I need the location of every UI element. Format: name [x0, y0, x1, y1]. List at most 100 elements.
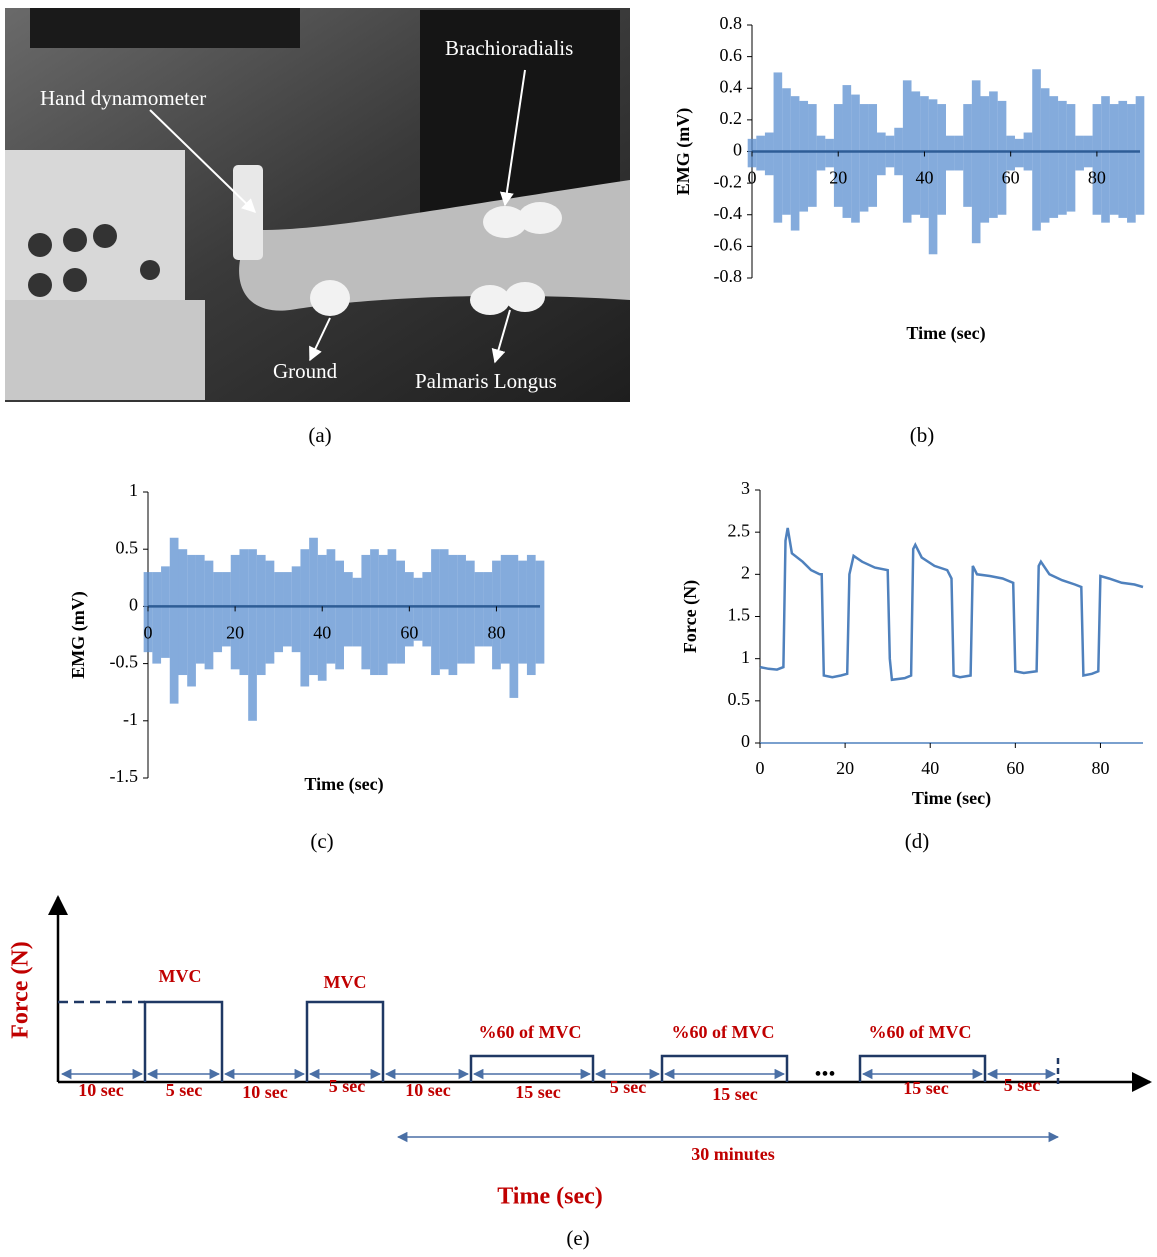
photo-label: Hand dynamometer — [40, 86, 206, 110]
emg-burst — [1066, 104, 1076, 212]
pulse-label: %60 of MVC — [479, 1022, 582, 1042]
emg-burst — [256, 554, 266, 676]
emg-burst — [283, 572, 292, 647]
caption: (e) — [566, 1226, 589, 1250]
x-tick-label: 20 — [226, 623, 244, 643]
ellipsis: ••• — [814, 1064, 835, 1086]
emg-burst — [1109, 104, 1119, 215]
interval-label: 10 sec — [405, 1080, 450, 1100]
y-tick-label: 0 — [129, 595, 138, 615]
emg-burst — [213, 572, 223, 653]
y-tick-label: -0.8 — [714, 266, 743, 286]
x-tick-label: 20 — [829, 168, 847, 188]
pulse-label: MVC — [324, 972, 367, 992]
emg-burst — [911, 91, 921, 215]
emg-burst — [756, 135, 765, 171]
y-axis-label: EMG (mV) — [673, 108, 694, 195]
y-tick-label: -0.2 — [714, 171, 743, 191]
emg-burst — [370, 549, 379, 676]
interval-label: 15 sec — [712, 1084, 757, 1104]
emg-burst — [989, 91, 998, 218]
emg-burst — [790, 96, 800, 231]
interval-label: 5 sec — [610, 1077, 646, 1097]
emg-burst — [195, 554, 205, 664]
emg-burst — [143, 572, 153, 653]
emg-burst — [799, 100, 809, 212]
emg-burst — [877, 132, 886, 176]
x-axis-label: Time (sec) — [304, 774, 383, 795]
x-tick-label: 0 — [748, 168, 757, 188]
emg-burst — [954, 135, 964, 171]
y-tick-label: 0.5 — [728, 689, 751, 709]
y-tick-label: 0.4 — [720, 76, 743, 96]
emg-burst — [335, 560, 344, 670]
x-tick-label: 80 — [487, 623, 505, 643]
emg-burst — [230, 554, 240, 670]
emg-burst — [808, 104, 817, 207]
emg-burst — [868, 104, 878, 207]
y-tick-label: 2.5 — [728, 520, 751, 540]
y-tick-label: 0.6 — [720, 45, 743, 65]
emg-burst — [920, 96, 929, 218]
photo-label: Brachioradialis — [445, 36, 573, 60]
emg-burst — [1075, 135, 1084, 171]
photo-label: Ground — [273, 359, 338, 383]
x-tick-label: 60 — [400, 623, 418, 643]
y-axis-label: Force (N) — [680, 580, 701, 653]
emg-burst — [239, 549, 249, 676]
emg-burst — [291, 566, 301, 653]
interval-label: 10 sec — [78, 1080, 123, 1100]
y-tick-label: 1 — [129, 480, 138, 500]
x-tick-label: 20 — [836, 758, 854, 778]
y-tick-label: 1.5 — [728, 605, 751, 625]
emg-burst — [980, 96, 990, 223]
emg-burst — [825, 138, 834, 168]
emg-burst — [161, 566, 170, 658]
emg-burst — [535, 560, 545, 664]
interval-label: 15 sec — [515, 1082, 560, 1102]
y-tick-label: 3 — [741, 478, 750, 498]
y-tick-label: 0 — [741, 731, 750, 751]
emg-burst — [859, 104, 869, 212]
emg-burst — [483, 572, 493, 647]
photo-label: Palmaris Longus — [415, 369, 557, 393]
emg-burst — [764, 132, 774, 176]
emg-burst — [518, 560, 527, 664]
emg-burst — [222, 572, 231, 647]
y-tick-label: 0.5 — [116, 537, 139, 557]
y-tick-label: -1.5 — [110, 766, 139, 786]
emg-burst — [500, 554, 510, 664]
emg-burst — [413, 577, 423, 641]
emg-burst — [1032, 69, 1041, 231]
emg-burst — [1049, 96, 1059, 218]
pulse-label: %60 of MVC — [869, 1022, 972, 1042]
interval-label: 15 sec — [903, 1078, 948, 1098]
emg-burst — [178, 549, 188, 676]
emg-burst — [937, 104, 946, 215]
interval-label: 10 sec — [242, 1082, 287, 1102]
caption: (c) — [310, 829, 333, 853]
emg-burst — [248, 549, 257, 721]
emg-burst — [492, 560, 501, 670]
emg-burst — [439, 549, 449, 670]
emg-burst — [274, 572, 284, 653]
caption: (a) — [308, 423, 331, 447]
emg-burst — [928, 99, 938, 255]
x-tick-label: 80 — [1088, 168, 1106, 188]
y-tick-label: -0.6 — [714, 235, 743, 255]
emg-burst — [851, 94, 860, 223]
x-tick-label: 0 — [756, 758, 765, 778]
caption: (d) — [905, 829, 930, 853]
pulse-label: MVC — [159, 966, 202, 986]
interval-label: 5 sec — [1004, 1075, 1040, 1095]
emg-burst — [465, 560, 475, 664]
x-tick-label: 40 — [921, 758, 939, 778]
emg-burst — [816, 135, 826, 171]
emg-burst — [396, 560, 405, 664]
span-label: 30 minutes — [691, 1144, 775, 1164]
emg-burst — [1135, 96, 1145, 215]
emg-burst — [474, 572, 484, 647]
x-axis-label: Time (sec) — [497, 1184, 603, 1210]
y-axis-label: EMG (mV) — [68, 591, 89, 678]
emg-burst — [946, 135, 955, 171]
